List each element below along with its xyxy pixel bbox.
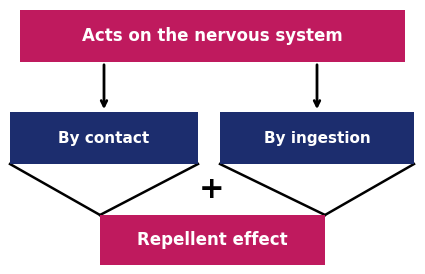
Bar xyxy=(220,112,414,164)
Text: By contact: By contact xyxy=(58,130,150,145)
Text: Repellent effect: Repellent effect xyxy=(137,231,288,249)
Bar xyxy=(20,10,405,62)
Text: +: + xyxy=(199,175,225,204)
Bar xyxy=(10,112,198,164)
Bar xyxy=(100,215,325,265)
Text: By ingestion: By ingestion xyxy=(264,130,370,145)
Text: Acts on the nervous system: Acts on the nervous system xyxy=(82,27,343,45)
